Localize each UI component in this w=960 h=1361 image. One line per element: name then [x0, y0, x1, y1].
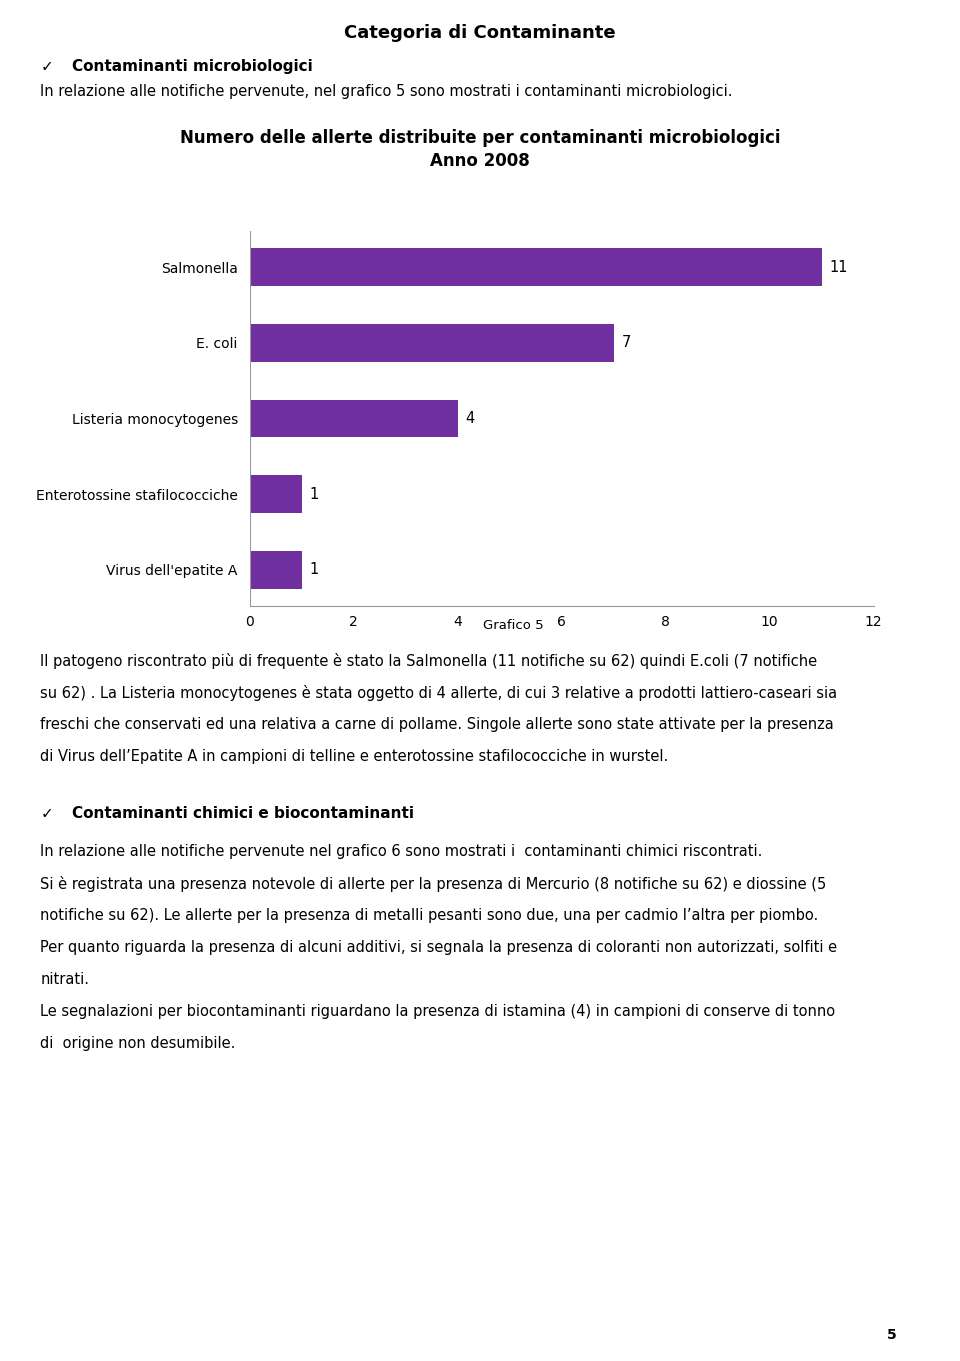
- Text: 11: 11: [829, 260, 848, 275]
- Text: 4: 4: [466, 411, 474, 426]
- Text: Anno 2008: Anno 2008: [430, 152, 530, 170]
- Text: ✓: ✓: [40, 59, 53, 73]
- Text: Contaminanti chimici e biocontaminanti: Contaminanti chimici e biocontaminanti: [72, 806, 414, 821]
- Text: nitrati.: nitrati.: [40, 972, 89, 987]
- Bar: [250, 475, 301, 513]
- Bar: [250, 248, 822, 286]
- Text: freschi che conservati ed una relativa a carne di pollame. Singole allerte sono : freschi che conservati ed una relativa a…: [40, 717, 834, 732]
- Text: 1: 1: [309, 562, 319, 577]
- Text: In relazione alle notifiche pervenute, nel grafico 5 sono mostrati i contaminant: In relazione alle notifiche pervenute, n…: [40, 84, 732, 99]
- Text: In relazione alle notifiche pervenute nel grafico 6 sono mostrati i  contaminant: In relazione alle notifiche pervenute ne…: [40, 844, 762, 859]
- Text: Categoria di Contaminante: Categoria di Contaminante: [345, 24, 615, 42]
- Text: 1: 1: [309, 487, 319, 502]
- Text: Contaminanti microbiologici: Contaminanti microbiologici: [72, 59, 313, 73]
- Text: Numero delle allerte distribuite per contaminanti microbiologici: Numero delle allerte distribuite per con…: [180, 129, 780, 147]
- Bar: [250, 400, 458, 437]
- Text: di  origine non desumibile.: di origine non desumibile.: [40, 1036, 236, 1051]
- Text: Per quanto riguarda la presenza di alcuni additivi, si segnala la presenza di co: Per quanto riguarda la presenza di alcun…: [40, 940, 837, 955]
- Text: notifiche su 62). Le allerte per la presenza di metalli pesanti sono due, una pe: notifiche su 62). Le allerte per la pres…: [40, 908, 819, 923]
- Text: ✓: ✓: [40, 806, 53, 821]
- Text: 7: 7: [621, 335, 631, 350]
- Text: Si è registrata una presenza notevole di allerte per la presenza di Mercurio (8 : Si è registrata una presenza notevole di…: [40, 876, 827, 891]
- Text: 5: 5: [887, 1328, 897, 1342]
- Text: Le segnalazioni per biocontaminanti riguardano la presenza di istamina (4) in ca: Le segnalazioni per biocontaminanti rigu…: [40, 1004, 835, 1019]
- Bar: [250, 551, 301, 588]
- Text: Il patogeno riscontrato più di frequente è stato la Salmonella (11 notifiche su : Il patogeno riscontrato più di frequente…: [40, 653, 818, 670]
- Bar: [250, 324, 613, 362]
- Text: Grafico 5: Grafico 5: [483, 619, 544, 633]
- Text: di Virus dell’Epatite A in campioni di telline e enterotossine stafilococciche i: di Virus dell’Epatite A in campioni di t…: [40, 749, 668, 765]
- Text: su 62) . La Listeria monocytogenes è stata oggetto di 4 allerte, di cui 3 relati: su 62) . La Listeria monocytogenes è sta…: [40, 686, 837, 701]
